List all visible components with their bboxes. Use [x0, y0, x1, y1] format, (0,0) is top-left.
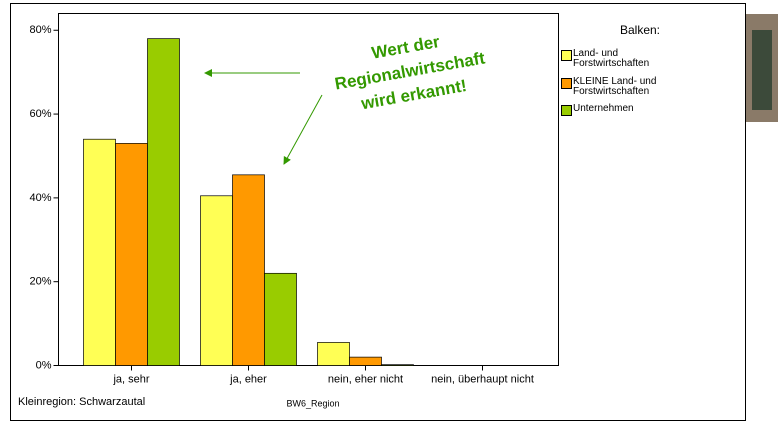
x-axis-label: BW6_Region: [286, 398, 339, 408]
x-tick-label: ja, eher: [229, 373, 267, 385]
legend-swatch: [561, 78, 572, 89]
bar: [264, 272, 297, 366]
legend-label: Unternehmen: [573, 103, 634, 114]
bar: [349, 356, 382, 366]
bar: [200, 195, 233, 366]
x-tick-label: nein, eher nicht: [328, 373, 403, 385]
y-tick-label: 40%: [29, 192, 51, 204]
x-tick-label: ja, sehr: [112, 373, 149, 385]
footnote: Kleinregion: Schwarzautal: [18, 396, 145, 408]
x-tick-label: nein, überhaupt nicht: [431, 373, 534, 385]
legend-label: Land- und Forstwirtschaften: [573, 48, 650, 69]
bar: [115, 143, 148, 366]
arrow: [283, 94, 323, 165]
bar: [317, 342, 350, 366]
legend-swatch: [561, 105, 572, 116]
y-tick-label: 20%: [29, 276, 51, 288]
y-tick-label: 60%: [29, 108, 51, 120]
bar: [381, 364, 414, 366]
bar: [232, 174, 265, 366]
bar: [83, 138, 116, 366]
y-tick-label: 0%: [36, 359, 52, 371]
photo-figure: [752, 30, 772, 110]
legend-title: Balken:: [620, 23, 660, 37]
bar: [147, 38, 180, 366]
legend-swatch: [561, 50, 572, 61]
legend-label: KLEINE Land- und Forstwirtschaften: [573, 76, 657, 97]
y-tick-label: 80%: [29, 24, 51, 36]
